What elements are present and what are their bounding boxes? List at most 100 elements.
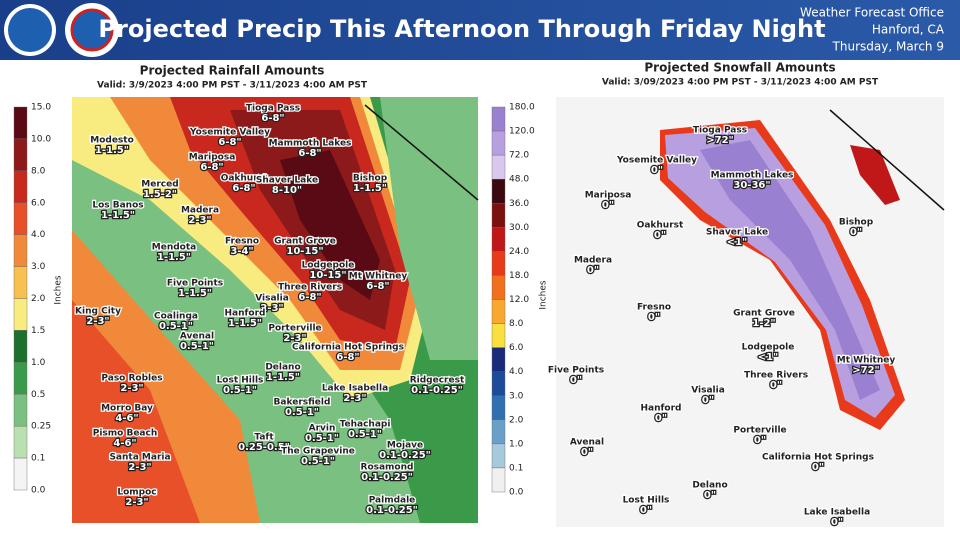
location-amount: 0" (770, 380, 782, 391)
location-amount: 1-2" (752, 318, 775, 329)
location-name: Shaver Lake (706, 228, 768, 238)
scale-swatch (13, 394, 28, 427)
location-name: Yosemite Valley (189, 128, 270, 138)
scale-tick-label: 8.0 (509, 319, 524, 329)
scale-tick-label: 180.0 (509, 103, 535, 113)
scale-tick-label: 0.1 (31, 454, 45, 464)
scale-tick-label: 0.25 (31, 422, 51, 432)
location-amount: 1-1.5" (266, 372, 300, 383)
location-amount: 0.1-0.25" (411, 385, 463, 396)
location-amount: 2-3" (86, 316, 109, 327)
location-name: Mammoth Lakes (269, 139, 352, 149)
scale-swatch (13, 106, 28, 140)
location-name: Grant Grove (274, 237, 336, 247)
location-amount: 2-3" (283, 333, 306, 344)
scale-tick-label: 10.0 (31, 134, 51, 144)
scale-tick-label: 120.0 (509, 127, 535, 137)
location-name: Shaver Lake (256, 176, 318, 186)
location-name: King City (75, 307, 121, 317)
location-amount: 1-1.5" (95, 145, 129, 156)
location-amount: 0.5-1" (180, 341, 214, 352)
scale-swatch (491, 323, 506, 348)
location-name: Porterville (268, 324, 321, 334)
map-title: Projected Rainfall Amounts (140, 64, 325, 78)
location-amount: 4-6" (115, 413, 138, 424)
location-amount: 6-8" (336, 352, 359, 363)
location-name: Rosamond (361, 463, 414, 473)
scale-swatch (491, 347, 506, 372)
location-name: Visalia (691, 386, 725, 396)
location-name: Grant Grove (733, 309, 795, 319)
location-amount: 1-1.5" (353, 183, 387, 194)
scale-swatch (491, 299, 506, 324)
scale-swatch (13, 298, 28, 331)
scale-tick-label: 15.0 (31, 103, 51, 113)
location-amount: 6-8" (298, 292, 321, 303)
location-amount: 2-3" (343, 393, 366, 404)
scale-swatch (13, 266, 28, 299)
scale-tick-label: 0.1 (509, 463, 523, 473)
location-amount: 1.5-2" (143, 189, 177, 200)
scale-tick-label: 1.0 (31, 358, 46, 368)
header-title: Projected Precip This Afternoon Through … (98, 15, 825, 43)
scale-swatch (491, 227, 506, 252)
location-name: Mt Whitney (837, 356, 896, 366)
scale-swatch (13, 362, 28, 395)
location-amount: 0" (654, 230, 666, 241)
location-amount: 0" (651, 165, 663, 176)
scale-swatch (13, 330, 28, 363)
location-amount: 3-4" (230, 246, 253, 257)
location-amount: 6-8" (218, 137, 241, 148)
scale-tick-label: 4.0 (31, 230, 46, 240)
scale-tick-label: 6.0 (509, 343, 524, 353)
scale-tick-label: 3.0 (509, 391, 524, 401)
scale-tick-label: 3.0 (31, 262, 46, 272)
location-name: Los Banos (92, 201, 143, 211)
location-name: Oakhurst (221, 174, 268, 184)
location-amount: 2-3" (128, 462, 151, 473)
location-name: Lake Isabella (322, 384, 388, 394)
location-amount: 0" (581, 447, 593, 458)
location-name: Yosemite Valley (616, 156, 697, 166)
scale-swatch (491, 251, 506, 276)
location-amount: 1-1.5" (157, 252, 191, 263)
location-name: Three Rivers (278, 283, 342, 293)
location-name: Tehachapi (340, 420, 391, 430)
location-amount: 0.5-1" (159, 321, 193, 332)
scale-swatch (13, 457, 28, 491)
location-name: Paso Robles (101, 374, 162, 384)
location-name: Modesto (90, 136, 134, 146)
scale-tick-label: 1.0 (509, 439, 524, 449)
location-name: Five Points (548, 366, 604, 376)
location-amount: 0.1-0.25" (366, 505, 418, 516)
location-amount: 0" (850, 227, 862, 238)
location-amount: 0" (640, 505, 652, 516)
noaa-logo-inner (8, 8, 52, 52)
rainfall-map (72, 97, 479, 523)
location-name: Porterville (733, 426, 786, 436)
location-name: Bishop (839, 218, 874, 228)
scale-tick-label: 12.0 (509, 295, 529, 305)
location-name: Delano (265, 363, 300, 373)
location-amount: 6-8" (232, 183, 255, 194)
location-amount: 2-3" (188, 215, 211, 226)
scale-swatch (491, 203, 506, 228)
location-name: Hanford (225, 309, 266, 319)
scale-tick-label: 0.5 (31, 390, 45, 400)
location-amount: 0" (812, 462, 824, 473)
location-amount: 2-3" (125, 497, 148, 508)
location-amount: 10-15" (309, 270, 346, 281)
location-name: Bakersfield (274, 398, 331, 408)
location-name: Lost Hills (623, 496, 670, 506)
location-amount: 0.5-1" (348, 429, 382, 440)
scale-tick-label: 2.0 (31, 294, 46, 304)
scale-tick-label: 48.0 (509, 175, 529, 185)
location-amount: 6-8" (298, 148, 321, 159)
scale-tick-label: 24.0 (509, 247, 529, 257)
scale-units: Inches (54, 275, 64, 305)
location-name: Mariposa (189, 153, 236, 163)
location-amount: 0.1-0.25" (379, 450, 431, 461)
scale-swatch (13, 202, 28, 235)
